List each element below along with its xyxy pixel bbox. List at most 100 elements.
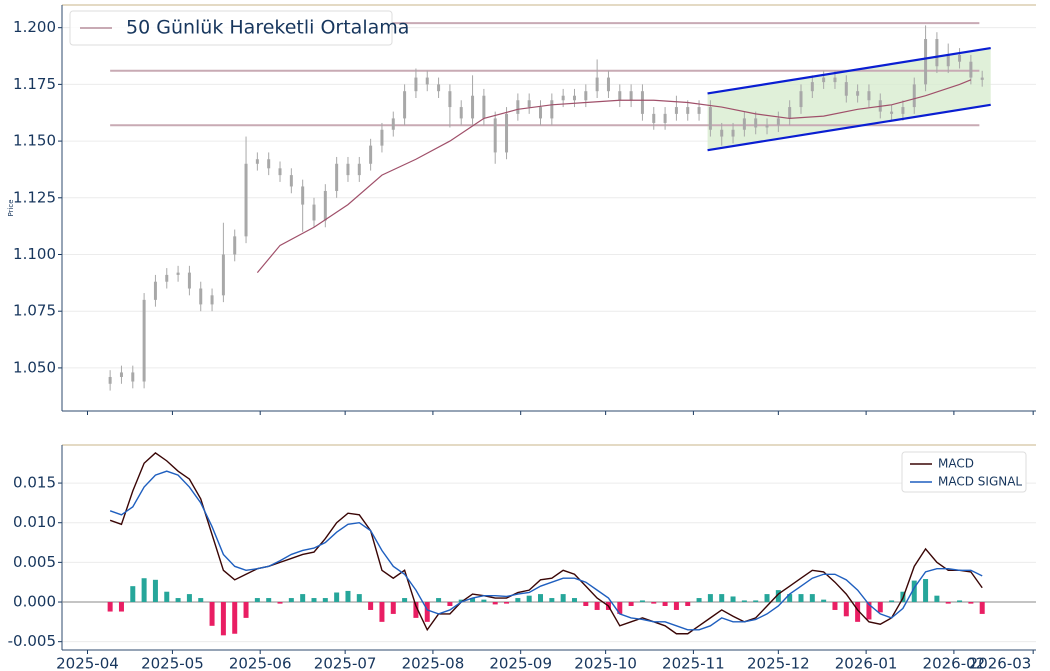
histogram-bar (413, 602, 419, 618)
y-tick-label: 1.200 (13, 18, 56, 36)
candle-body (267, 159, 271, 169)
candle-body (131, 372, 135, 382)
candle-body (584, 91, 588, 101)
candle-body (108, 376, 112, 384)
x-tick-label: 2025-05 (141, 655, 204, 671)
candle-body (708, 107, 712, 130)
histogram-bar (968, 602, 974, 604)
histogram-bar (492, 602, 498, 605)
candle-body (776, 118, 780, 126)
candle-body (663, 113, 667, 123)
histogram-bar (843, 602, 849, 617)
histogram-bar (458, 599, 464, 603)
histogram-bar (764, 594, 770, 603)
histogram-bar (198, 598, 204, 603)
candle-body (935, 39, 939, 67)
candle-body (471, 95, 475, 119)
histogram-bar (685, 602, 691, 606)
y-tick-label: 1.100 (13, 245, 56, 263)
candle-body (176, 272, 180, 275)
candle-body (618, 91, 622, 101)
histogram-bar (560, 594, 566, 603)
candle-body (301, 186, 305, 205)
candle-body (312, 204, 316, 221)
histogram-bar (957, 600, 963, 603)
histogram-bar (322, 598, 328, 603)
histogram-bar (775, 590, 781, 603)
legend-label: MACD SIGNAL (938, 475, 1022, 489)
candle-body (799, 91, 803, 108)
channel-line (707, 47, 991, 95)
histogram-bar (243, 602, 249, 618)
histogram-bar (277, 602, 283, 604)
histogram-bar (911, 580, 917, 603)
histogram-bar (107, 602, 113, 612)
candle-body (742, 118, 746, 130)
histogram-bar (719, 594, 725, 603)
histogram-bar (220, 602, 226, 636)
histogram-bar (164, 591, 170, 603)
candle-body (833, 77, 837, 83)
histogram-bar (356, 594, 362, 603)
x-tick-label: 2025-07 (314, 655, 377, 671)
histogram-bar (753, 600, 759, 603)
candle-body (391, 118, 395, 130)
candle-body (754, 118, 758, 128)
histogram-bar (152, 579, 158, 603)
histogram-bar (334, 592, 340, 603)
y-tick-label: 0.015 (13, 474, 56, 492)
y-tick-label: 1.050 (13, 358, 56, 376)
histogram-bar (504, 602, 510, 604)
candle-body (323, 190, 327, 221)
y-tick-label: -0.005 (8, 632, 56, 650)
histogram-bar (288, 598, 294, 603)
histogram-bar (379, 602, 385, 622)
histogram-bar (821, 599, 827, 603)
candle-body (142, 299, 146, 382)
candle-body (788, 107, 792, 119)
candle-body (720, 129, 724, 137)
x-tick-label: 2026-03 (969, 655, 1032, 671)
histogram-bar (175, 598, 181, 603)
candle-body (210, 295, 214, 305)
histogram-bar (673, 602, 679, 610)
histogram-bar (707, 594, 713, 603)
x-tick-label: 2025-10 (574, 655, 637, 671)
histogram-bar (809, 594, 815, 603)
channel-line (707, 103, 991, 152)
candle-body (369, 145, 373, 164)
candle-body (606, 77, 610, 92)
candle-body (459, 107, 463, 119)
histogram-bar (798, 594, 804, 603)
candle-body (278, 168, 282, 176)
x-tick-label: 2026-02 (923, 655, 986, 671)
histogram-bar (662, 602, 668, 606)
histogram-bar (855, 602, 861, 622)
histogram-bar (617, 602, 623, 614)
y-tick-label: 0.010 (13, 513, 56, 531)
candle-body (969, 61, 973, 78)
histogram-bar (832, 602, 838, 610)
candle-body (482, 95, 486, 119)
histogram-bar (651, 602, 657, 604)
histogram-bar (945, 602, 951, 604)
candle-body (153, 281, 157, 300)
histogram-bar (254, 598, 260, 603)
histogram-bar (583, 602, 589, 606)
x-tick-label: 2025-11 (662, 655, 725, 671)
candle-body (550, 100, 554, 119)
candle-body (380, 129, 384, 146)
x-tick-label: 2025-12 (747, 655, 810, 671)
histogram-bar (594, 602, 600, 610)
candle-body (289, 175, 293, 187)
candle-body (844, 82, 848, 96)
candle-body (403, 91, 407, 119)
candle-body (539, 107, 543, 119)
histogram-bar (979, 602, 985, 614)
candle-body (856, 91, 860, 96)
y-tick-label: 1.125 (13, 188, 56, 206)
y-tick-label: 1.175 (13, 75, 56, 93)
candle-body (414, 77, 418, 92)
macd-line (109, 452, 983, 635)
histogram-bar (730, 596, 736, 603)
